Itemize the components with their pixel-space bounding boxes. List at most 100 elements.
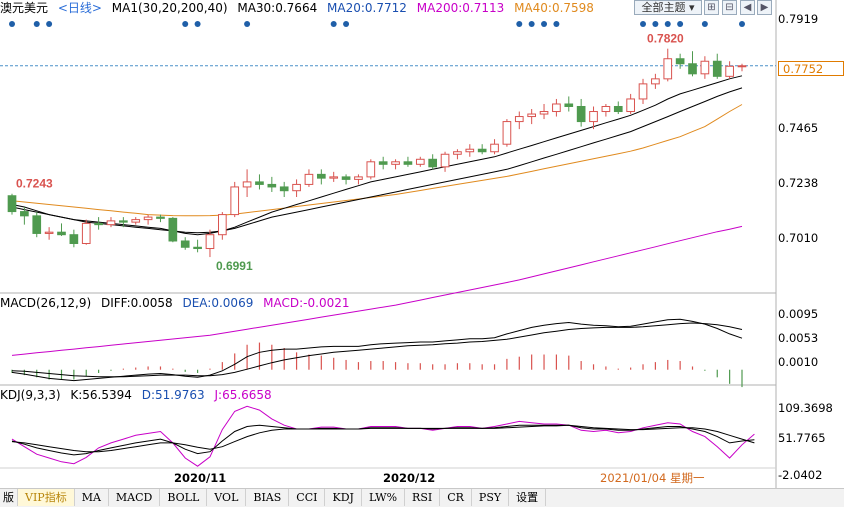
candle-body	[688, 63, 697, 75]
candle-body	[613, 105, 623, 113]
ma40-label: MA40:0.7598	[514, 1, 594, 15]
candle-body	[119, 220, 128, 223]
ma30-label: MA30:0.7664	[237, 1, 318, 15]
candle-body	[279, 186, 289, 192]
candle-body	[7, 195, 17, 213]
candle-body	[354, 176, 363, 180]
candle-body	[725, 65, 734, 77]
kdj-k-label: K:56.5394	[70, 388, 132, 402]
kdj-d-line	[11, 424, 755, 453]
zoom-out-icon[interactable]: ⊟	[722, 0, 737, 15]
macd-value-label: MACD:-0.0021	[263, 296, 350, 310]
candle-body	[651, 78, 660, 85]
macd-header: MACD(26,12,9) DIFF:0.0058 DEA:0.0069 MAC…	[0, 295, 356, 311]
candle-body	[193, 246, 202, 250]
symbol-label: 澳元美元	[0, 1, 49, 15]
signal-dot	[664, 21, 671, 27]
candle-body	[329, 176, 339, 179]
macd-diff-line	[11, 318, 743, 382]
ma40-line	[11, 104, 743, 217]
theme-select-label: 全部主题	[641, 1, 686, 14]
candle-body	[428, 158, 438, 168]
y-label-main-0: 0.7919	[778, 12, 819, 26]
zoom-in-icon[interactable]: ⊞	[704, 0, 719, 15]
toolbar-item-vol[interactable]: VOL	[207, 489, 247, 506]
signal-dot	[343, 21, 350, 27]
candle-body	[477, 148, 487, 153]
candle-body	[316, 173, 326, 179]
candle-body	[94, 222, 103, 226]
toolbar-item-cr[interactable]: CR	[440, 489, 472, 506]
toolbar-item-vip[interactable]: VIP指标	[18, 489, 75, 506]
candle-body	[106, 220, 116, 226]
macd-diff-label: DIFF:0.0058	[100, 296, 173, 310]
y-label-kdj-0: 109.3698	[778, 401, 833, 415]
candle-body	[440, 153, 450, 168]
candle-body	[453, 151, 462, 155]
macd-title: MACD(26,12,9)	[0, 296, 92, 310]
signal-dot	[701, 21, 708, 27]
toolbar-item-ma[interactable]: MA	[75, 489, 109, 506]
toolbar-item-bias[interactable]: BIAS	[246, 489, 290, 506]
toolbar-item-kdj[interactable]: KDJ	[325, 489, 362, 506]
toolbar-item-macd[interactable]: MACD	[109, 489, 161, 506]
candle-body	[156, 216, 165, 219]
prev-arrow-icon[interactable]: ◀	[740, 0, 755, 15]
candle-body	[712, 60, 722, 77]
kdj-j-line	[11, 405, 755, 467]
y-label-main-3: 0.7010	[778, 231, 819, 245]
candle-body	[737, 65, 747, 68]
candle-body	[663, 58, 673, 80]
candle-body	[292, 183, 301, 192]
kdj-d-label: D:51.9763	[141, 388, 205, 402]
candle-body	[230, 186, 240, 216]
toolbar-item-rsi[interactable]: RSI	[405, 489, 441, 506]
theme-select-button[interactable]: 全部主题 ▾	[634, 0, 702, 15]
candle-body	[32, 215, 42, 234]
signal-dot	[652, 21, 659, 27]
toolbar-item-settings[interactable]: 设置	[509, 489, 547, 506]
ma20-line	[11, 75, 743, 236]
candle-body	[20, 211, 29, 217]
signal-dot	[739, 21, 745, 27]
toolbar-item-lw[interactable]: LW%	[362, 489, 406, 506]
toolbar-item-0[interactable]: 版	[0, 489, 18, 506]
period-label[interactable]: <日线>	[57, 1, 102, 15]
candle-body	[69, 234, 79, 244]
y-label-macd-0: 0.0095	[778, 307, 819, 321]
signal-dot	[528, 21, 535, 27]
y-label-kdj-2: -2.0402	[778, 468, 823, 482]
candle-body	[242, 181, 252, 188]
x-label-dec: 2020/12	[383, 471, 436, 485]
ma20-label: MA20:0.7712	[327, 1, 407, 15]
kdj-header: KDJ(9,3,3) K:56.5394 D:51.9763 J:65.6658	[0, 387, 278, 403]
y-label-kdj-1: 51.7765	[778, 431, 826, 445]
current-price-tag: 0.7752	[778, 61, 844, 76]
signal-dot	[677, 21, 684, 27]
candle-body	[403, 161, 413, 165]
signal-dot	[33, 21, 40, 27]
x-label-nov: 2020/11	[174, 471, 227, 485]
macd-dea-label: DEA:0.0069	[182, 296, 254, 310]
toolbar-item-boll[interactable]: BOLL	[160, 489, 208, 506]
ma200-line	[11, 225, 743, 356]
candle-body	[564, 103, 574, 107]
toolbar-item-psy[interactable]: PSY	[472, 489, 510, 506]
candle-body	[502, 121, 512, 145]
signal-dot	[516, 21, 523, 27]
candle-body	[131, 219, 141, 223]
cursor-date-label: 2021/01/04 星期一	[598, 470, 707, 486]
candle-body	[601, 105, 611, 113]
price-header: 澳元美元 <日线> MA1(30,20,200,40) MA30:0.7664 …	[0, 0, 600, 16]
ma-params-label: MA1(30,20,200,40)	[111, 1, 228, 15]
next-arrow-icon[interactable]: ▶	[757, 0, 772, 15]
ma200-label: MA200:0.7113	[416, 1, 505, 15]
candle-body	[378, 161, 388, 165]
candle-body	[304, 173, 314, 185]
signal-dot	[9, 21, 15, 27]
toolbar-item-cci[interactable]: CCI	[289, 489, 326, 506]
signal-dot	[553, 21, 560, 27]
y-label-main-2: 0.7238	[778, 176, 819, 190]
candle-body	[255, 181, 264, 185]
